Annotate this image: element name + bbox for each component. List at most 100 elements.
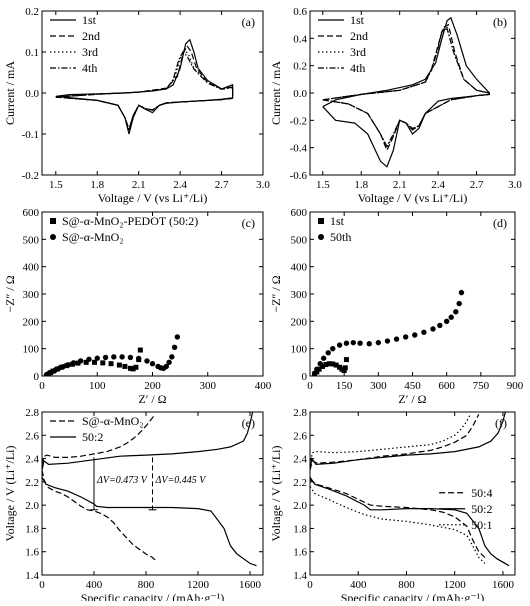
data-point-circle — [171, 344, 178, 350]
data-point-square — [116, 362, 122, 368]
data-point-square — [75, 360, 81, 366]
x-tick-label: 3.0 — [508, 179, 522, 191]
data-point-square — [130, 366, 136, 372]
y-tick-label: 0.1 — [25, 47, 39, 59]
legend-label: 50:4 — [471, 486, 492, 500]
data-point-circle — [317, 361, 323, 367]
data-point-circle — [169, 354, 175, 360]
x-tick-label: 3.0 — [256, 179, 270, 191]
y-axis-label: −Z″ / Ω — [269, 275, 283, 312]
series-line — [322, 27, 490, 148]
series-line — [55, 49, 234, 132]
y-tick-label: 200 — [23, 316, 40, 328]
data-point-circle — [330, 345, 336, 352]
y-tick-label: 2.8 — [25, 407, 39, 419]
plot-area — [55, 38, 234, 135]
legend-marker — [318, 234, 324, 240]
series-line — [310, 486, 486, 564]
y-tick-label: 300 — [23, 289, 40, 301]
data-point-circle — [60, 364, 66, 370]
series-line — [310, 414, 480, 471]
data-point-circle — [119, 354, 125, 360]
plot-frame — [41, 10, 264, 176]
y-tick-label: 500 — [291, 234, 308, 246]
x-tick-label: 2.7 — [470, 179, 484, 191]
data-point-circle — [437, 322, 443, 329]
data-point-square — [342, 365, 348, 371]
data-point-circle — [166, 359, 172, 366]
series-line — [322, 23, 490, 152]
data-point-circle — [135, 355, 142, 362]
data-point-circle — [65, 362, 71, 368]
plot-frame — [309, 411, 516, 576]
y-tick-label: 1.8 — [25, 523, 39, 535]
data-point-circle — [393, 336, 400, 342]
plot-area — [42, 412, 257, 567]
y-tick-label: 300 — [291, 289, 308, 301]
x-tick-label: 1200 — [444, 579, 467, 591]
data-point-circle — [336, 342, 343, 348]
data-point-circle — [70, 360, 77, 366]
y-tick-label: 0.2 — [25, 6, 39, 18]
data-point-circle — [412, 332, 418, 338]
data-point-circle — [350, 339, 356, 346]
data-point-circle — [402, 334, 409, 340]
data-point-circle — [325, 350, 331, 356]
y-tick-label: 400 — [291, 262, 308, 274]
x-tick-label: 800 — [138, 579, 155, 591]
y-tick-label: 0 — [34, 371, 40, 383]
legend-label: 1st — [350, 13, 365, 27]
y-tick-label: 1.6 — [293, 547, 307, 559]
legend-label: 1st — [330, 214, 345, 228]
y-tick-label: 0.0 — [293, 88, 307, 100]
y-tick-label: 1.4 — [293, 570, 307, 582]
y-tick-label: 2.0 — [25, 500, 39, 512]
data-point-square — [320, 363, 326, 369]
data-point-circle — [55, 365, 62, 372]
y-tick-label: 2.8 — [293, 407, 307, 419]
x-tick-label: 0 — [39, 579, 45, 591]
x-tick-label: 300 — [200, 380, 217, 392]
y-axis-label: Current / mA — [269, 61, 283, 125]
data-point-circle — [453, 309, 459, 315]
x-tick-label: 2.4 — [431, 179, 445, 191]
y-tick-label: -0.2 — [22, 170, 39, 182]
legend-label: 2nd — [82, 29, 100, 43]
x-tick-label: 2.1 — [393, 179, 407, 191]
x-tick-label: 750 — [473, 380, 490, 392]
data-point-circle — [127, 354, 134, 361]
data-point-circle — [343, 340, 350, 346]
y-axis-label: Current / mA — [3, 61, 17, 125]
series-line — [42, 476, 257, 567]
y-tick-label: 1.6 — [25, 547, 39, 559]
legend-label: S@-α-MnO₂ — [62, 230, 124, 244]
data-point-circle — [421, 329, 427, 335]
data-point-square — [100, 360, 106, 366]
x-tick-label: 1200 — [187, 579, 210, 591]
y-tick-label: 400 — [23, 262, 40, 274]
y-axis-label: Voltage / V (Li⁺/Li) — [3, 446, 17, 542]
data-point-square — [137, 347, 143, 353]
y-tick-label: 2.4 — [293, 454, 307, 466]
y-tick-label: 100 — [291, 344, 308, 356]
y-tick-label: -0.2 — [290, 115, 307, 127]
data-point-circle — [77, 358, 84, 364]
x-tick-label: 1.8 — [90, 179, 104, 191]
series-line — [42, 412, 254, 471]
data-point-square — [91, 359, 97, 365]
series-line — [310, 476, 510, 567]
data-point-circle — [314, 366, 320, 372]
series-line — [322, 16, 490, 168]
y-axis-label: −Z″ / Ω — [3, 275, 17, 312]
plot-area — [322, 16, 490, 168]
x-tick-label: 1600 — [492, 579, 515, 591]
y-tick-label: 0 — [302, 371, 308, 383]
chart-panel-5: 0 400 800 1200 1600 1.4 1.6 1.8 2.0 2.2 2.4 2.6 2.8 S… — [3, 407, 264, 605]
x-tick-label: 1600 — [239, 579, 262, 591]
x-tick-label: 1.5 — [316, 179, 330, 191]
panel-label: (e) — [242, 416, 255, 430]
legend-label: 50th — [330, 230, 351, 244]
data-point-square — [323, 362, 329, 368]
x-tick-label: 200 — [144, 380, 161, 392]
